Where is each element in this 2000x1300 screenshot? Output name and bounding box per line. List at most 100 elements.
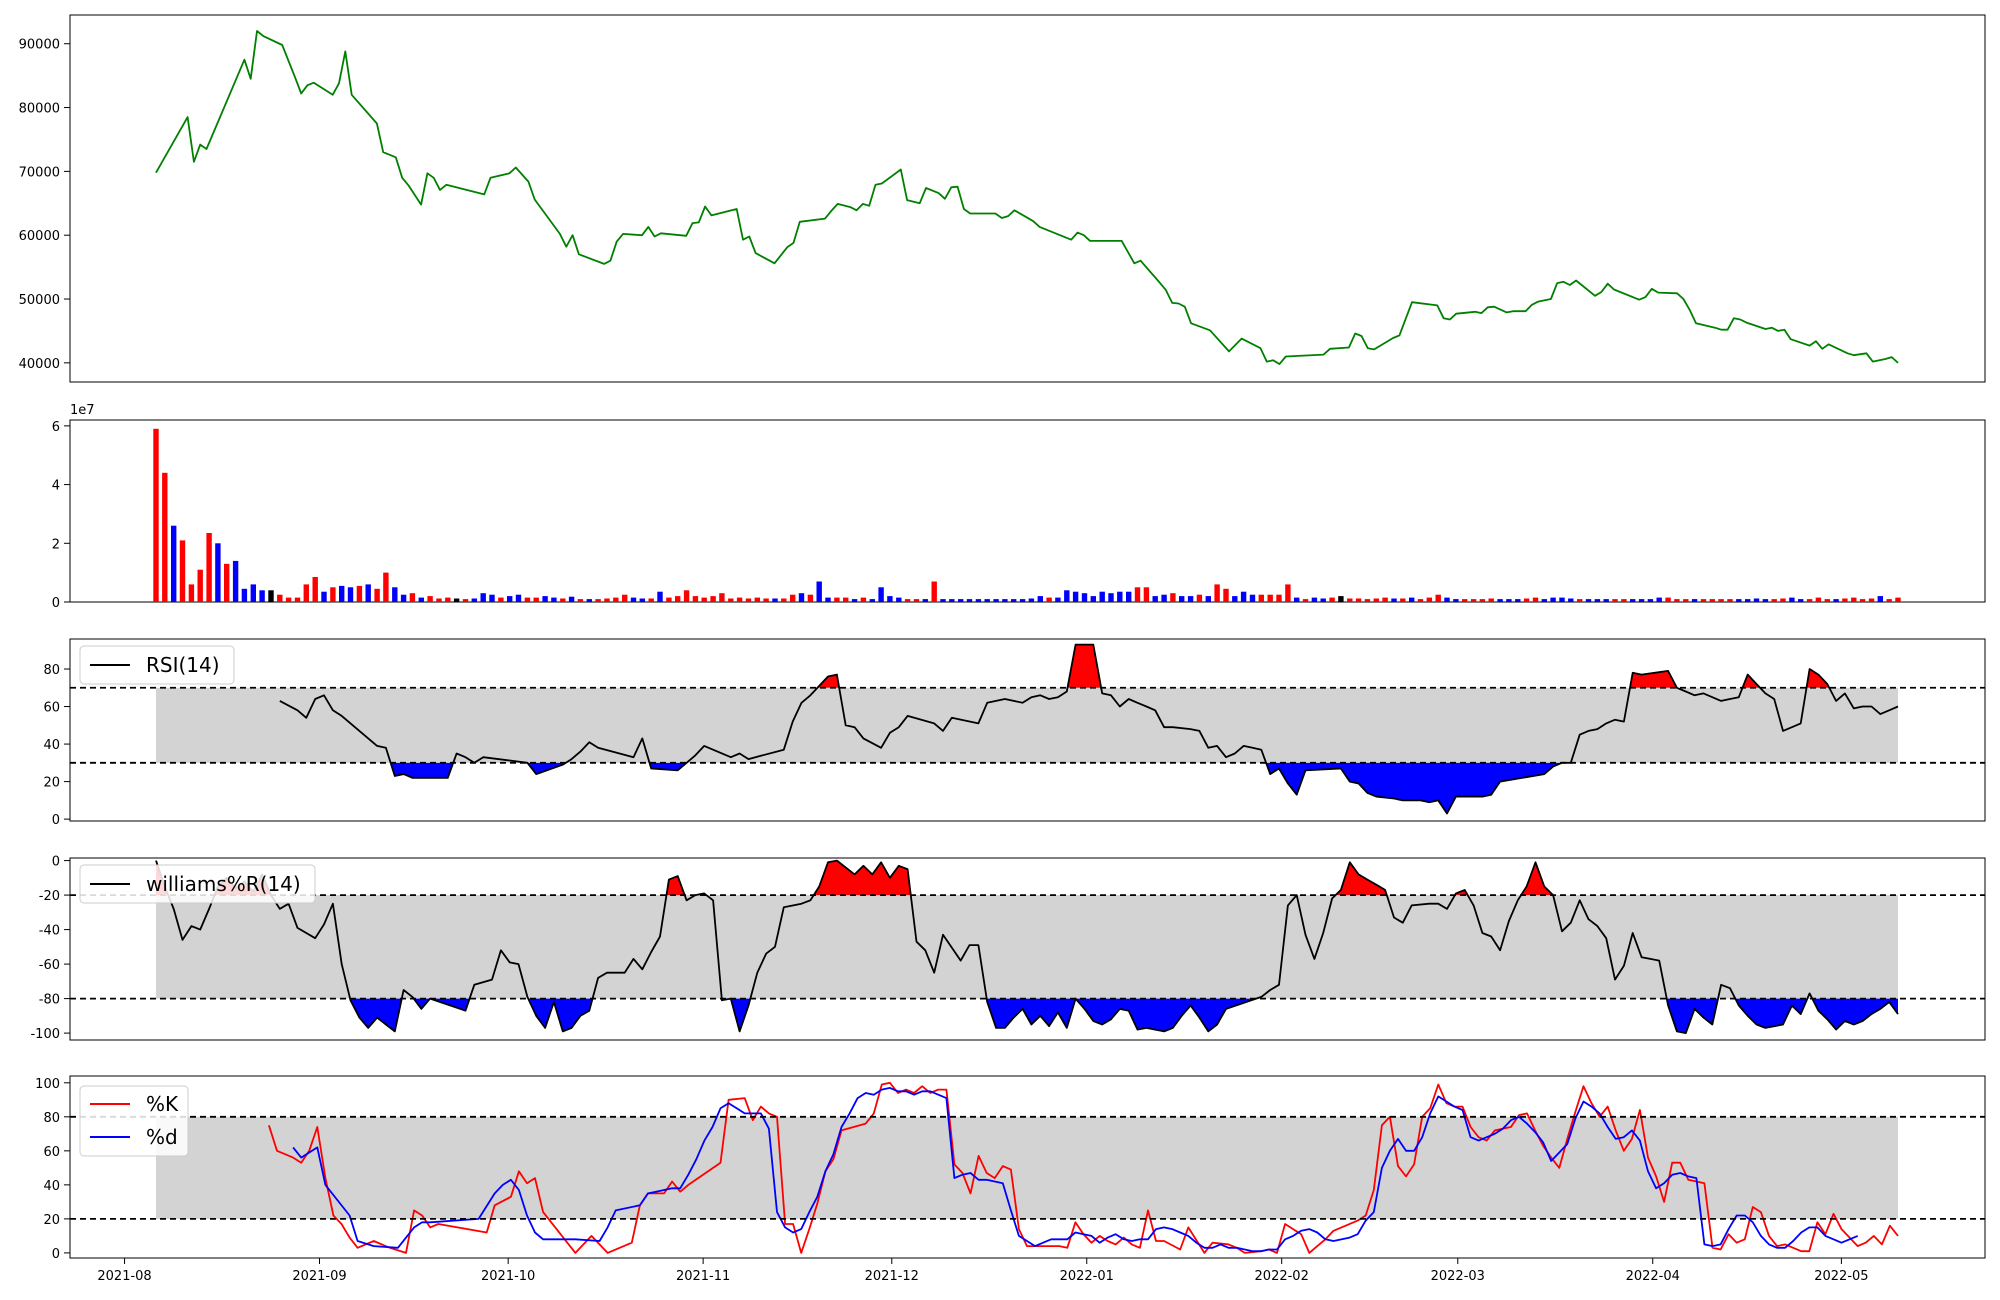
volume-bar xyxy=(312,577,318,602)
volume-bar xyxy=(1417,599,1424,602)
volume-bar xyxy=(1444,597,1450,602)
volume-bar xyxy=(551,597,557,602)
rsi-oversold-fill xyxy=(1266,762,1562,814)
volume-bar xyxy=(560,598,566,602)
volume-bar xyxy=(259,590,265,602)
volume-bar xyxy=(781,598,787,602)
volume-bar xyxy=(445,597,451,602)
volume-bar xyxy=(197,569,203,602)
date-tick-label: 2021-08 xyxy=(97,1269,151,1284)
volume-bar xyxy=(975,599,982,602)
volume-bar xyxy=(1072,591,1079,602)
volume-bar xyxy=(1240,591,1247,602)
rsi-legend-label: RSI(14) xyxy=(146,653,220,677)
williams-oversold-fill xyxy=(1075,998,1257,1032)
volume-bar xyxy=(188,584,195,602)
volume-bar xyxy=(507,596,513,602)
volume-bar xyxy=(515,594,522,602)
rsi-ytick-label: 0 xyxy=(52,813,60,828)
volume-bar xyxy=(869,599,875,602)
volume-bar xyxy=(1382,597,1388,602)
volume-bar xyxy=(1391,598,1397,602)
volume-bar xyxy=(860,597,867,602)
volume-bar xyxy=(1470,599,1477,602)
williams-ytick-label: -20 xyxy=(39,889,60,904)
volume-bar xyxy=(1647,599,1654,602)
volume-bar xyxy=(356,585,363,602)
volume-bar xyxy=(1789,597,1795,602)
rsi-line xyxy=(279,643,1899,815)
volume-bar xyxy=(418,597,424,602)
volume-bar xyxy=(268,590,274,602)
volume-bar xyxy=(1656,597,1662,602)
volume-bar xyxy=(1258,594,1264,602)
volume-bar xyxy=(1028,598,1035,602)
volume-bar xyxy=(1577,599,1583,602)
volume-bar xyxy=(1559,597,1565,602)
stochastic-legend-k-label: %K xyxy=(146,1092,179,1116)
volume-bar xyxy=(949,599,955,602)
volume-bar xyxy=(604,598,610,602)
volume-bar xyxy=(1745,599,1751,602)
volume-bar xyxy=(1090,596,1096,602)
rsi-overbought-fill xyxy=(1067,644,1102,688)
stochastic-d-line xyxy=(292,1087,1859,1253)
volume-bar xyxy=(1762,599,1769,602)
williams-ytick-label: 0 xyxy=(52,855,60,870)
volume-bar xyxy=(1568,598,1574,602)
volume-bar xyxy=(1506,599,1512,602)
rsi-oversold-fill xyxy=(527,762,566,775)
rsi-overbought-fill xyxy=(1806,669,1830,688)
volume-bar xyxy=(1081,593,1088,602)
rsi-ytick-label: 80 xyxy=(43,663,60,678)
stochastic-ytick-label: 0 xyxy=(52,1247,60,1262)
rsi-ytick-label: 60 xyxy=(43,701,60,716)
volume-bar xyxy=(1462,599,1468,602)
volume-bar xyxy=(1815,597,1822,602)
volume-panel-frame xyxy=(69,419,1986,603)
volume-bar xyxy=(1161,594,1167,602)
williams-oversold-fill xyxy=(528,998,593,1032)
volume-bar xyxy=(409,593,416,602)
date-tick-label: 2022-03 xyxy=(1431,1269,1485,1284)
volume-bar xyxy=(586,599,592,602)
volume-bar xyxy=(277,594,283,602)
volume-bar xyxy=(622,594,628,602)
volume-bar xyxy=(533,597,539,602)
volume-bar xyxy=(498,597,504,602)
volume-bar xyxy=(595,599,601,602)
volume-bar xyxy=(1117,591,1123,602)
volume-bar xyxy=(993,599,999,602)
williams-oversold-fill xyxy=(1812,998,1898,1030)
volume-bar xyxy=(692,596,699,602)
volume-bar xyxy=(1479,599,1486,602)
volume-bar xyxy=(1311,597,1318,602)
volume-bar xyxy=(524,597,531,602)
volume-bar xyxy=(613,597,619,602)
date-tick-label: 2022-01 xyxy=(1060,1269,1114,1284)
volume-plot-area: 0 2 4 6 xyxy=(52,420,1901,611)
volume-bar xyxy=(940,599,946,602)
williams-oversold-fill xyxy=(1666,998,1719,1034)
volume-bar xyxy=(1046,597,1052,602)
volume-bar xyxy=(1214,584,1220,602)
volume-bar xyxy=(1780,598,1786,602)
volume-bar xyxy=(1736,599,1742,602)
volume-bar xyxy=(807,594,814,602)
williams-overbought-fill xyxy=(666,876,685,896)
price-ytick-label: 40000 xyxy=(19,357,60,372)
price-ytick-label: 70000 xyxy=(19,165,60,180)
volume-bar xyxy=(1152,596,1158,602)
williams-legend: williams%R(14) xyxy=(79,864,316,904)
volume-bar xyxy=(1868,598,1875,602)
volume-bar xyxy=(1249,594,1256,602)
stochastic-ytick-label: 40 xyxy=(43,1179,60,1194)
volume-bar xyxy=(1409,597,1415,602)
price-ytick-label: 80000 xyxy=(19,102,60,117)
volume-bar xyxy=(1691,599,1698,602)
volume-bar xyxy=(400,594,407,602)
volume-panel: 1e7 0 2 4 6 xyxy=(52,403,1986,611)
stochastic-ytick-label: 20 xyxy=(43,1213,60,1228)
stochastic-k-line xyxy=(268,1081,1899,1254)
volume-bar xyxy=(1373,598,1379,602)
